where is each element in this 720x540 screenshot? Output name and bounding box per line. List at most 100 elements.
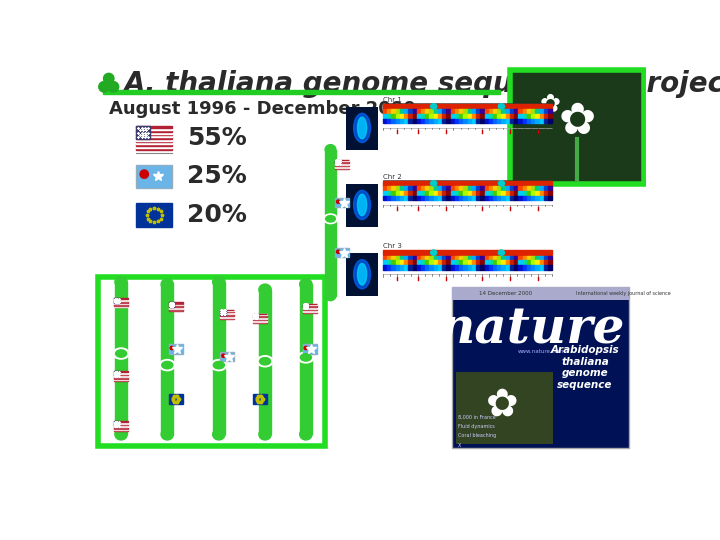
Bar [501, 191, 505, 195]
Bar [421, 191, 426, 195]
Bar [303, 306, 317, 307]
Bar [527, 186, 531, 191]
Bar [455, 195, 459, 200]
Bar [539, 195, 544, 200]
Bar [527, 110, 531, 114]
Bar [493, 195, 498, 200]
Bar [220, 311, 234, 312]
Bar [395, 195, 400, 200]
Bar [137, 137, 172, 139]
Bar [446, 119, 451, 123]
Bar [421, 256, 426, 260]
Bar [137, 126, 150, 139]
Text: nature: nature [438, 306, 625, 355]
Bar [485, 119, 489, 123]
Bar [464, 114, 467, 119]
Bar [548, 260, 552, 265]
Bar [114, 421, 120, 426]
Bar [137, 204, 172, 226]
Text: 20%: 20% [187, 203, 247, 227]
Bar [429, 110, 433, 114]
Bar [464, 110, 467, 114]
Bar [335, 165, 349, 166]
Bar [426, 195, 429, 200]
Bar [212, 282, 225, 434]
Bar [518, 256, 523, 260]
Bar [535, 265, 539, 269]
Bar [535, 256, 539, 260]
Bar [480, 265, 485, 269]
Bar [429, 265, 433, 269]
Bar [476, 114, 480, 119]
Bar [476, 265, 480, 269]
Bar [544, 195, 548, 200]
Bar [168, 307, 183, 308]
Ellipse shape [212, 276, 225, 287]
Bar [518, 195, 523, 200]
Bar [335, 159, 349, 160]
Bar [505, 114, 510, 119]
Bar [467, 186, 472, 191]
Bar [544, 186, 548, 191]
Bar [395, 256, 400, 260]
Bar [472, 195, 476, 200]
Bar [253, 321, 266, 322]
Bar [548, 114, 552, 119]
Bar [498, 119, 501, 123]
Bar [387, 119, 392, 123]
Bar [476, 191, 480, 195]
Bar [527, 195, 531, 200]
Circle shape [99, 82, 109, 92]
Bar [523, 195, 527, 200]
Bar [433, 114, 438, 119]
Bar [459, 119, 464, 123]
Bar [442, 186, 446, 191]
Bar [383, 260, 387, 265]
Bar [505, 195, 510, 200]
Bar [421, 110, 426, 114]
Bar [467, 110, 472, 114]
Bar [514, 265, 518, 269]
Bar [518, 186, 523, 191]
Bar [253, 317, 266, 318]
Bar [426, 191, 429, 195]
Bar [137, 126, 172, 128]
Bar [451, 260, 455, 265]
Bar [220, 313, 234, 314]
Ellipse shape [159, 360, 175, 370]
Bar [548, 110, 552, 114]
Bar [400, 195, 404, 200]
Bar [137, 143, 172, 144]
Bar [510, 70, 644, 184]
Bar [303, 312, 317, 313]
Bar [505, 191, 510, 195]
Bar [459, 265, 464, 269]
Text: 55%: 55% [187, 126, 247, 150]
Bar [383, 191, 387, 195]
Bar [501, 260, 505, 265]
Ellipse shape [211, 360, 227, 370]
Bar [114, 429, 128, 430]
Bar [498, 265, 501, 269]
Bar [539, 114, 544, 119]
Bar [498, 195, 501, 200]
Bar [459, 191, 464, 195]
Bar [114, 301, 128, 302]
Bar [485, 114, 489, 119]
Bar [527, 260, 531, 265]
Bar [455, 119, 459, 123]
Bar [464, 260, 467, 265]
Bar [137, 128, 172, 130]
Bar [467, 260, 472, 265]
Bar [114, 374, 128, 375]
Bar [531, 191, 536, 195]
Ellipse shape [357, 264, 366, 285]
Bar [220, 352, 234, 361]
Bar [455, 256, 459, 260]
Bar [220, 318, 234, 319]
Bar [335, 248, 349, 257]
Bar [514, 260, 518, 265]
Bar [535, 260, 539, 265]
Bar [476, 256, 480, 260]
Bar [438, 260, 442, 265]
